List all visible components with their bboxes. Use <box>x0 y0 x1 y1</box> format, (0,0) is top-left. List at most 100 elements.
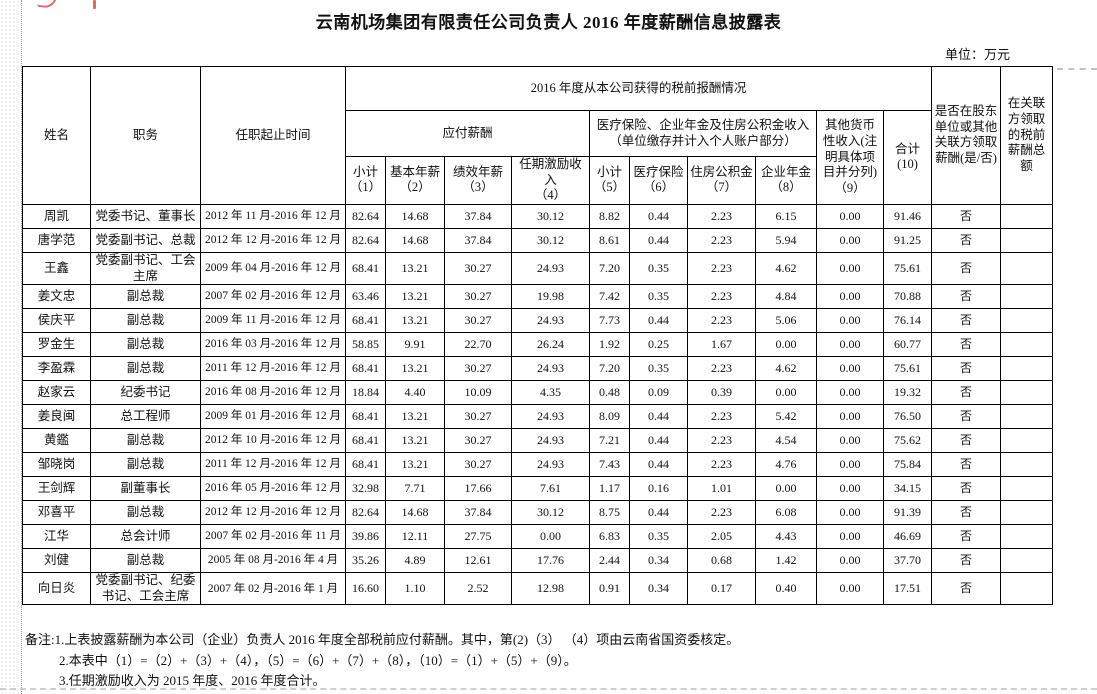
related-party-cell: 否 <box>931 476 1002 502</box>
total-cell: 60.77 <box>882 332 933 358</box>
annuity-cell: 5.42 <box>755 404 817 430</box>
related-party-cell: 否 <box>931 428 1002 454</box>
total-cell: 91.25 <box>882 227 933 253</box>
header-term: 任职起止时间 <box>200 66 346 205</box>
header-enterprise-annuity: 企业年金 （8） <box>755 156 817 205</box>
medical-cell: 0.44 <box>629 203 688 229</box>
base-salary-cell: 14.68 <box>385 203 445 229</box>
term-cell: 2016 年 08 月-2016 年 12 月 <box>200 380 346 406</box>
subtotal5-cell: 1.17 <box>589 476 630 502</box>
name-cell: 刘健 <box>22 548 91 574</box>
term-cell: 2009 年 04 月-2016 年 12 月 <box>200 251 346 286</box>
base-salary-cell: 13.21 <box>385 308 445 334</box>
name-cell: 邹晓岗 <box>22 452 91 478</box>
term-cell: 2009 年 01 月-2016 年 12 月 <box>200 404 346 430</box>
related-amount-cell <box>1000 524 1054 550</box>
header-total-label: 合计 <box>895 141 921 156</box>
position-cell: 副总裁 <box>90 548 201 574</box>
performance-salary-cell: 37.84 <box>444 500 512 526</box>
other-income-cell: 0.00 <box>816 284 884 310</box>
total-cell: 37.70 <box>882 548 933 574</box>
annuity-cell: 4.84 <box>755 284 817 310</box>
medical-cell: 0.44 <box>629 452 688 478</box>
term-cell: 2012 年 12 月-2016 年 12 月 <box>200 500 346 526</box>
annuity-cell: 4.62 <box>755 356 817 382</box>
header-total-num: (10) <box>897 157 918 172</box>
term-cell: 2007 年 02 月-2016 年 1 月 <box>200 572 346 606</box>
subtotal5-cell: 8.75 <box>589 500 630 526</box>
housing-fund-cell: 2.23 <box>687 500 756 526</box>
term-cell: 2011 年 12 月-2016 年 12 月 <box>200 356 346 382</box>
annuity-cell: 6.08 <box>755 500 817 526</box>
performance-salary-cell: 30.27 <box>444 308 512 334</box>
term-cell: 2007 年 02 月-2016 年 11 月 <box>200 524 346 550</box>
total-cell: 17.51 <box>882 572 933 606</box>
table-row: 赵家云 纪委书记 2016 年 08 月-2016 年 12 月 18.84 4.40 1… <box>22 380 1054 406</box>
other-income-cell: 0.00 <box>816 572 884 606</box>
total-cell: 34.15 <box>882 476 933 502</box>
subtotal5-cell: 8.61 <box>589 227 630 253</box>
footnote-3: 3.任期激励收入为 2015 年度、2016 年度合计。 <box>59 673 326 689</box>
other-income-cell: 0.00 <box>816 227 884 253</box>
annuity-cell: 4.76 <box>755 452 817 478</box>
housing-fund-cell: 2.23 <box>687 227 756 253</box>
performance-salary-cell: 30.27 <box>444 356 512 382</box>
position-cell: 党委副书记、总裁 <box>90 227 201 253</box>
related-party-cell: 否 <box>931 227 1002 253</box>
related-amount-cell <box>1000 203 1054 229</box>
position-cell: 副董事长 <box>90 476 201 502</box>
position-cell: 副总裁 <box>90 452 201 478</box>
medical-cell: 0.35 <box>629 251 688 286</box>
name-cell: 李盈霖 <box>22 356 91 382</box>
header-sub-row: 小计 （1） 基本年薪 （2） 绩效年薪 （3） 任期激励收入 （4） 小计 （5） 医疗保险 （6）… <box>23 156 1053 205</box>
related-amount-cell <box>1000 404 1054 430</box>
performance-salary-cell: 30.27 <box>444 452 512 478</box>
total-cell: 75.61 <box>882 251 933 286</box>
tenure-incentive-cell: 7.61 <box>511 476 590 502</box>
red-ink-mark <box>93 0 96 9</box>
page-boundary-left <box>21 0 22 694</box>
related-party-cell: 否 <box>931 332 1002 358</box>
tenure-incentive-cell: 0.00 <box>511 524 590 550</box>
related-party-cell: 否 <box>931 452 1002 478</box>
term-cell: 2011 年 12 月-2016 年 12 月 <box>200 452 346 478</box>
related-party-cell: 否 <box>931 404 1002 430</box>
related-amount-cell <box>1000 308 1054 334</box>
name-cell: 江华 <box>22 524 91 550</box>
footnote-1: 备注:1.上表披露薪酬为本公司（企业）负责人 2016 年度全部税前应付薪酬。其… <box>25 632 740 647</box>
performance-salary-cell: 17.66 <box>444 476 512 502</box>
base-salary-cell: 14.68 <box>385 500 445 526</box>
term-cell: 2012 年 12 月-2016 年 12 月 <box>200 227 346 253</box>
performance-salary-cell: 37.84 <box>444 203 512 229</box>
housing-fund-cell: 0.17 <box>687 572 756 606</box>
related-party-cell: 否 <box>931 284 1002 310</box>
performance-salary-cell: 30.27 <box>444 404 512 430</box>
table-row: 王剑辉 副董事长 2016 年 05 月-2016 年 12 月 32.98 7.71 1… <box>22 476 1054 502</box>
subtotal1-cell: 68.41 <box>345 308 386 334</box>
header-performance-salary: 绩效年薪 （3） <box>444 156 512 205</box>
tenure-incentive-cell: 17.76 <box>511 548 590 574</box>
table-row: 侯庆平 副总裁 2009 年 11 月-2016 年 12 月 68.41 13.21 3… <box>22 308 1054 334</box>
other-income-cell: 0.00 <box>816 428 884 454</box>
footnote-2: 2.本表中（1）=（2）+（3）+（4），（5）=（6）+（7）+（8），（10… <box>59 652 577 668</box>
related-amount-cell <box>1000 332 1054 358</box>
related-party-cell: 否 <box>931 356 1002 382</box>
header-insurance-group: 医疗保险、企业年金及住房公积金收入（单位缴存并计入个人账户部分） <box>589 110 817 157</box>
base-salary-cell: 4.40 <box>385 380 445 406</box>
total-cell: 91.46 <box>882 203 933 229</box>
medical-cell: 0.44 <box>629 308 688 334</box>
housing-fund-cell: 2.23 <box>687 356 756 382</box>
medical-cell: 0.44 <box>629 227 688 253</box>
table-row: 李盈霖 副总裁 2011 年 12 月-2016 年 12 月 68.41 13.21 3… <box>22 356 1054 382</box>
tenure-incentive-cell: 12.98 <box>511 572 590 606</box>
base-salary-cell: 9.91 <box>385 332 445 358</box>
header-name: 姓名 <box>22 66 91 205</box>
tenure-incentive-cell: 19.98 <box>511 284 590 310</box>
name-cell: 姜文忠 <box>22 284 91 310</box>
related-party-cell: 否 <box>931 380 1002 406</box>
header-position: 职务 <box>90 66 201 205</box>
table-row: 罗金生 副总裁 2016 年 03 月-2016 年 12 月 58.85 9.91 22… <box>22 332 1054 358</box>
housing-fund-cell: 2.23 <box>687 452 756 478</box>
subtotal5-cell: 0.48 <box>589 380 630 406</box>
total-cell: 76.14 <box>882 308 933 334</box>
